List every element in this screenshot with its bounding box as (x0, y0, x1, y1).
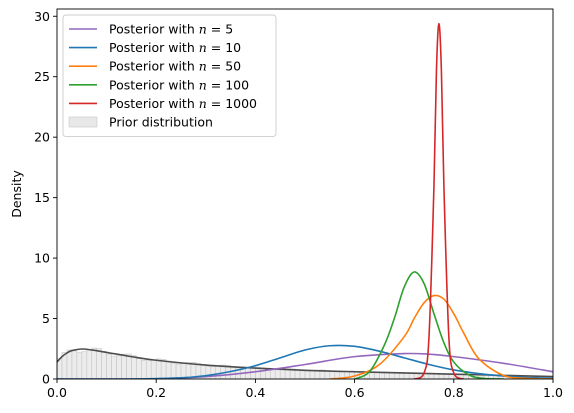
legend-entry-label: Posterior with n = 5 (109, 22, 233, 37)
prior-bar (91, 347, 97, 379)
prior-bar (374, 372, 380, 379)
y-tick-label: 30 (34, 9, 50, 24)
y-tick-label: 15 (34, 190, 50, 205)
prior-bar (393, 372, 400, 379)
prior-bar (145, 360, 152, 379)
prior-bar (309, 370, 316, 379)
prior-bar (111, 355, 117, 379)
series-line-2 (57, 344, 553, 379)
legend-entry-label-prior: Prior distribution (109, 115, 213, 130)
legend-entry-label: Posterior with n = 10 (109, 40, 241, 55)
prior-bar (398, 373, 405, 379)
series-line-5 (413, 22, 465, 379)
plot-frame (56, 8, 554, 380)
prior-bar (96, 348, 102, 379)
prior-bar (121, 353, 127, 379)
x-tick-label: 0.8 (444, 385, 464, 400)
prior-bar (230, 366, 236, 379)
prior-bar (165, 360, 172, 379)
y-tick-label: 0 (42, 372, 50, 387)
legend-entry-label: Posterior with n = 50 (109, 59, 241, 74)
prior-bar (106, 354, 112, 379)
prior-bar (428, 373, 435, 379)
prior-bar (86, 349, 93, 379)
x-tick-label: 0.2 (146, 385, 166, 400)
prior-density-line (57, 348, 553, 378)
legend: Posterior with n = 5 Posterior with n = 1… (62, 14, 277, 138)
prior-bar (141, 360, 147, 379)
prior-bar (294, 369, 301, 379)
y-tick-label: 20 (34, 130, 50, 145)
prior-bar (210, 366, 217, 379)
prior-bar (155, 358, 162, 379)
legend-swatch-prior (68, 116, 98, 128)
prior-bar (269, 369, 276, 379)
prior-bar (66, 349, 73, 379)
prior-bar (438, 373, 445, 379)
prior-bar (329, 371, 336, 379)
x-tick-label: 0.0 (47, 385, 67, 400)
series-line-4 (354, 271, 504, 379)
prior-bar (175, 363, 182, 379)
x-tick-label: 0.4 (245, 385, 265, 400)
prior-bar (433, 373, 440, 379)
legend-entry-label: Posterior with n = 1000 (109, 96, 257, 111)
prior-bar (369, 372, 375, 379)
prior-bar (71, 350, 78, 379)
prior-bar (403, 373, 410, 379)
y-axis-label: Density (9, 170, 24, 218)
prior-bar (274, 369, 281, 379)
prior-bar (463, 374, 469, 379)
prior-bar (160, 359, 167, 379)
legend-entry-label: Posterior with n = 100 (109, 77, 249, 92)
y-tick-label: 25 (34, 69, 50, 84)
prior-bar (279, 368, 286, 379)
x-tick-label: 0.6 (345, 385, 365, 400)
prior-bar (101, 351, 107, 379)
series-line-3 (329, 294, 553, 379)
prior-bar (304, 370, 311, 379)
legend-box (62, 14, 277, 138)
prior-bar (76, 351, 83, 379)
x-tick-label: 1.0 (543, 385, 563, 400)
y-tick-label: 10 (34, 251, 50, 266)
prior-bar (250, 367, 256, 379)
axes: 0.0 0.2 0.4 0.6 0.8 1.0 0 5 10 15 20 25 30 Density (9, 8, 563, 400)
prior-bar (260, 367, 266, 379)
prior-bar (81, 351, 88, 379)
prior-bar (150, 359, 157, 379)
y-tick-label: 5 (42, 311, 50, 326)
prior-bar (299, 370, 306, 379)
prior-bar (131, 355, 137, 379)
prior-bar (215, 365, 221, 379)
prior-bar (180, 363, 187, 379)
prior-bar (116, 355, 122, 379)
prior-bar (170, 362, 177, 379)
prior-bar (136, 358, 142, 379)
prior-bar (126, 353, 132, 379)
